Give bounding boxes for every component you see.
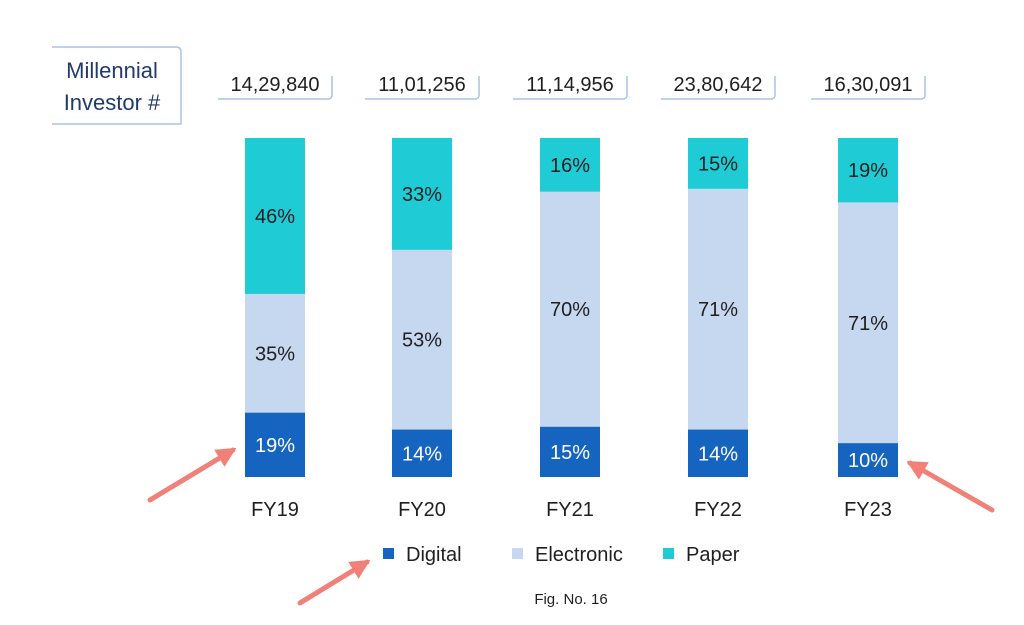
segment-paper-fy20 (392, 138, 452, 250)
segment-paper-fy21 (540, 138, 600, 192)
segment-digital-fy22 (688, 429, 748, 477)
segment-electronic-fy19 (245, 293, 305, 413)
millennial-investor-header: Millennial Investor # (52, 46, 182, 125)
category-label-fy21: FY21 (546, 499, 594, 521)
investor-count-bracket-fy19 (218, 76, 333, 100)
data-label-paper-fy23: 19% (848, 160, 888, 182)
data-label-digital-fy21: 15% (550, 442, 590, 464)
arrow-fy23-icon (906, 460, 995, 513)
data-label-digital-fy23: 10% (848, 450, 888, 472)
investor-count-label-fy23: 16,30,091 (824, 74, 913, 96)
segment-digital-fy20 (392, 429, 452, 477)
investor-count-bracket-fy22 (661, 76, 776, 100)
bars: 19% 35% 46% 14% 53% 33% 15% 70% 16% 14% 71% 15% 10% 7… (245, 138, 898, 477)
data-label-paper-fy20: 33% (402, 184, 442, 206)
bar-fy23: 10% 71% 19% (838, 138, 898, 477)
header-bracket (52, 46, 182, 125)
investor-count-fy19: 14,29,840 (218, 74, 333, 100)
investor-count-fy21: 11,14,956 (513, 74, 628, 100)
category-label-fy23: FY23 (844, 499, 892, 521)
legend-item-paper: Paper (663, 544, 740, 566)
segment-paper-fy19 (245, 138, 305, 294)
arrow-legend-icon (297, 559, 371, 606)
segment-electronic-fy23 (838, 202, 898, 444)
annotation-arrows (147, 447, 995, 606)
segment-electronic-fy21 (540, 191, 600, 427)
data-label-electronic-fy20: 53% (402, 330, 442, 352)
legend: Digital Electronic Paper (383, 544, 740, 566)
data-label-electronic-fy23: 71% (848, 313, 888, 335)
arrow-fy19-icon (147, 447, 237, 503)
legend-swatch-electronic (512, 548, 523, 559)
bar-fy19: 19% 35% 46% (245, 138, 305, 477)
data-label-paper-fy22: 15% (698, 153, 738, 175)
legend-label-electronic: Electronic (535, 544, 623, 566)
investor-count-fy23: 16,30,091 (811, 74, 926, 100)
header-label-line-1: Millennial (66, 58, 158, 83)
bar-fy22: 14% 71% 15% (688, 138, 748, 477)
segment-electronic-fy20 (392, 249, 452, 430)
legend-swatch-paper (663, 548, 674, 559)
segment-digital-fy23 (838, 443, 898, 477)
investor-count-label-fy21: 11,14,956 (526, 74, 614, 96)
data-label-electronic-fy19: 35% (255, 343, 295, 365)
segment-paper-fy23 (838, 138, 898, 203)
investor-count-label-fy19: 14,29,840 (231, 74, 320, 96)
legend-item-digital: Digital (383, 544, 462, 566)
bar-fy21: 15% 70% 16% (540, 138, 600, 477)
legend-label-paper: Paper (686, 544, 740, 566)
segment-digital-fy21 (540, 426, 600, 477)
segment-paper-fy22 (688, 138, 748, 189)
data-label-paper-fy19: 46% (255, 206, 295, 228)
category-label-fy19: FY19 (251, 499, 299, 521)
data-label-electronic-fy21: 70% (550, 299, 590, 321)
segment-electronic-fy22 (688, 188, 748, 430)
data-label-paper-fy21: 16% (550, 155, 590, 177)
data-label-digital-fy20: 14% (402, 443, 442, 465)
investor-count-fy22: 23,80,642 (661, 74, 776, 100)
category-label-fy22: FY22 (694, 499, 742, 521)
bar-fy20: 14% 53% 33% (392, 138, 452, 477)
investor-counts: 14,29,840 11,01,256 11,14,956 23,80,642 16,3… (218, 74, 926, 100)
figure-caption: Fig. No. 16 (534, 591, 607, 608)
investor-count-fy20: 11,01,256 (365, 74, 480, 100)
segment-digital-fy19 (245, 412, 305, 477)
legend-swatch-digital (383, 548, 394, 559)
category-label-fy20: FY20 (398, 499, 446, 521)
investor-count-bracket-fy21 (513, 76, 628, 100)
legend-item-electronic: Electronic (512, 544, 623, 566)
header-label-line-2: Investor # (64, 90, 161, 115)
investor-count-label-fy20: 11,01,256 (378, 74, 466, 96)
data-label-digital-fy19: 19% (255, 435, 295, 457)
legend-label-digital: Digital (406, 544, 462, 566)
data-label-digital-fy22: 14% (698, 443, 738, 465)
investor-count-label-fy22: 23,80,642 (674, 74, 763, 96)
category-labels: FY19 FY20 FY21 FY22 FY23 (251, 499, 892, 521)
investor-count-bracket-fy20 (365, 76, 480, 100)
data-label-electronic-fy22: 71% (698, 299, 738, 321)
investor-count-bracket-fy23 (811, 76, 926, 100)
